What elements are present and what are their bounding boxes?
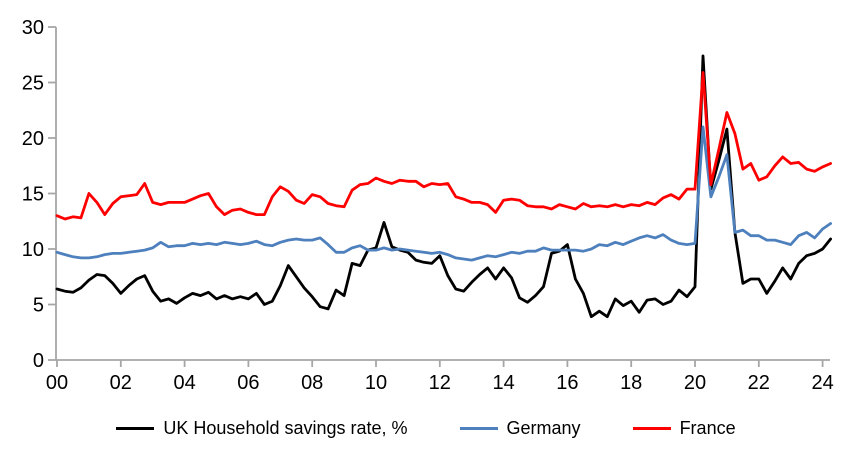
x-axis-tick-label: 20 bbox=[684, 372, 706, 394]
x-axis-tick-label: 14 bbox=[492, 372, 514, 394]
y-axis-tick-label: 10 bbox=[22, 239, 44, 261]
y-axis-tick-label: 15 bbox=[22, 184, 44, 206]
x-axis-tick-label: 06 bbox=[237, 372, 259, 394]
series-line-germany bbox=[55, 125, 832, 262]
germany-line-swatch-icon bbox=[459, 427, 498, 430]
legend-label-germany: Germany bbox=[506, 418, 581, 438]
x-axis-tick-label: 00 bbox=[46, 372, 68, 394]
chart-plot-area: 0 5 10 15 20 25 30 00 02 04 06 08 10 12 14 16 18 20 22 24 bbox=[22, 17, 834, 394]
x-axis-tick-label: 10 bbox=[365, 372, 387, 394]
x-axis-tick-label: 04 bbox=[173, 372, 195, 394]
x-axis-tick-label: 12 bbox=[429, 372, 451, 394]
x-axis-tick-label: 22 bbox=[748, 372, 770, 394]
x-axis-tick-label: 08 bbox=[301, 372, 323, 394]
x-axis-tick-label: 24 bbox=[811, 372, 833, 394]
legend-item-france: France bbox=[632, 418, 736, 439]
legend-item-uk: UK Household savings rate, % bbox=[116, 418, 408, 439]
legend-label-uk: UK Household savings rate, % bbox=[163, 418, 408, 438]
chart-legend: UK Household savings rate, % Germany Fra… bbox=[0, 418, 852, 439]
y-axis-tick-label: 25 bbox=[22, 73, 44, 95]
uk-line-swatch-icon bbox=[116, 427, 155, 430]
axes bbox=[55, 27, 830, 361]
x-axis-tick-label: 02 bbox=[110, 372, 132, 394]
y-axis-tick-label: 20 bbox=[22, 128, 44, 150]
legend-item-germany: Germany bbox=[459, 418, 581, 439]
y-axis-tick-label: 5 bbox=[33, 295, 44, 317]
x-axis-tick-label: 16 bbox=[556, 372, 578, 394]
series-line-france bbox=[55, 71, 832, 221]
y-axis-tick-label: 0 bbox=[33, 350, 44, 372]
y-axis-tick-label: 30 bbox=[22, 17, 44, 39]
x-axis-tick-label: 18 bbox=[620, 372, 642, 394]
savings-rate-chart: 0 5 10 15 20 25 30 00 02 04 06 08 10 12 14 16 18 20 22 24 U… bbox=[22, 17, 834, 438]
france-line-swatch-icon bbox=[632, 427, 671, 430]
legend-label-france: France bbox=[679, 418, 736, 438]
